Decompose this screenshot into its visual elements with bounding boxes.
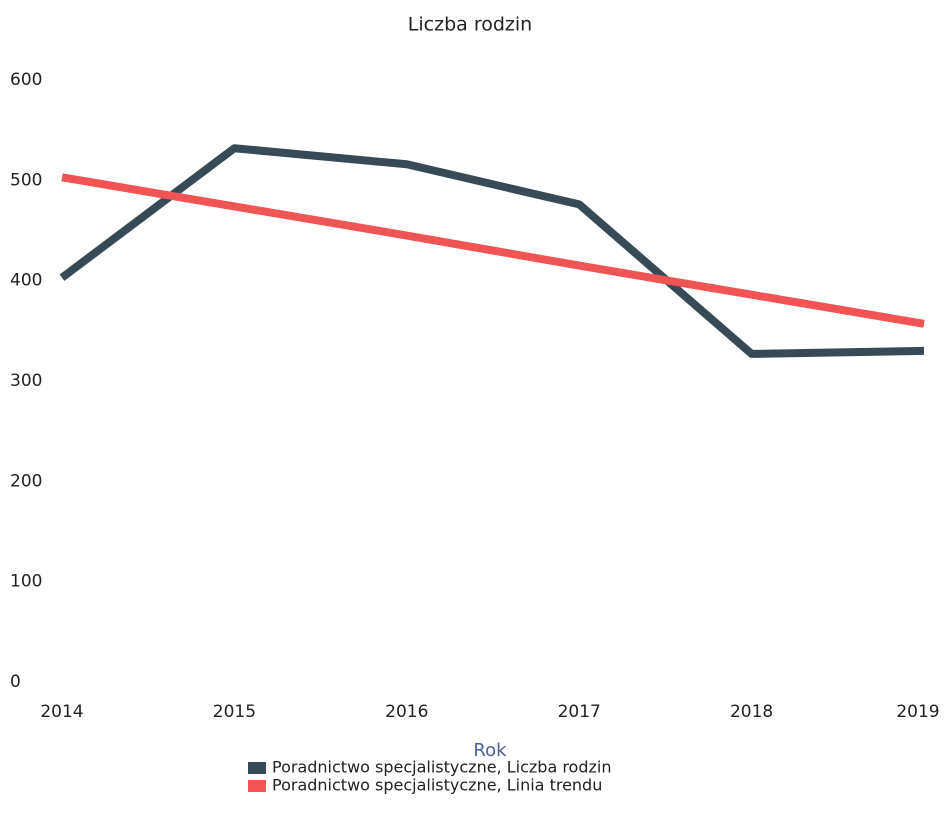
legend-label: Poradnictwo specjalistyczne, Linia trend… — [272, 776, 602, 795]
x-tick-label: 2015 — [213, 702, 256, 722]
y-tick-label: 500 — [10, 170, 42, 190]
line-series — [61, 173, 925, 328]
legend-swatch — [248, 762, 266, 774]
y-tick-label: 200 — [10, 471, 42, 491]
legend-label: Poradnictwo specjalistyczne, Liczba rodz… — [272, 758, 611, 777]
y-tick-label: 600 — [10, 70, 42, 90]
legend-swatch — [248, 780, 266, 792]
x-tick-label: 2016 — [385, 702, 428, 722]
x-tick-label: 2019 — [896, 702, 939, 722]
y-tick-label: 300 — [10, 371, 42, 391]
y-tick-label: 100 — [10, 572, 42, 592]
x-tick-label: 2017 — [558, 702, 601, 722]
x-axis-label: Rok — [473, 740, 507, 761]
x-tick-label: 2014 — [40, 702, 83, 722]
y-tick-label: 400 — [10, 271, 42, 291]
chart-title: Liczba rodzin — [408, 14, 532, 36]
line-series — [59, 144, 925, 358]
x-tick-label: 2018 — [730, 702, 773, 722]
y-tick-label: 0 — [10, 672, 21, 692]
